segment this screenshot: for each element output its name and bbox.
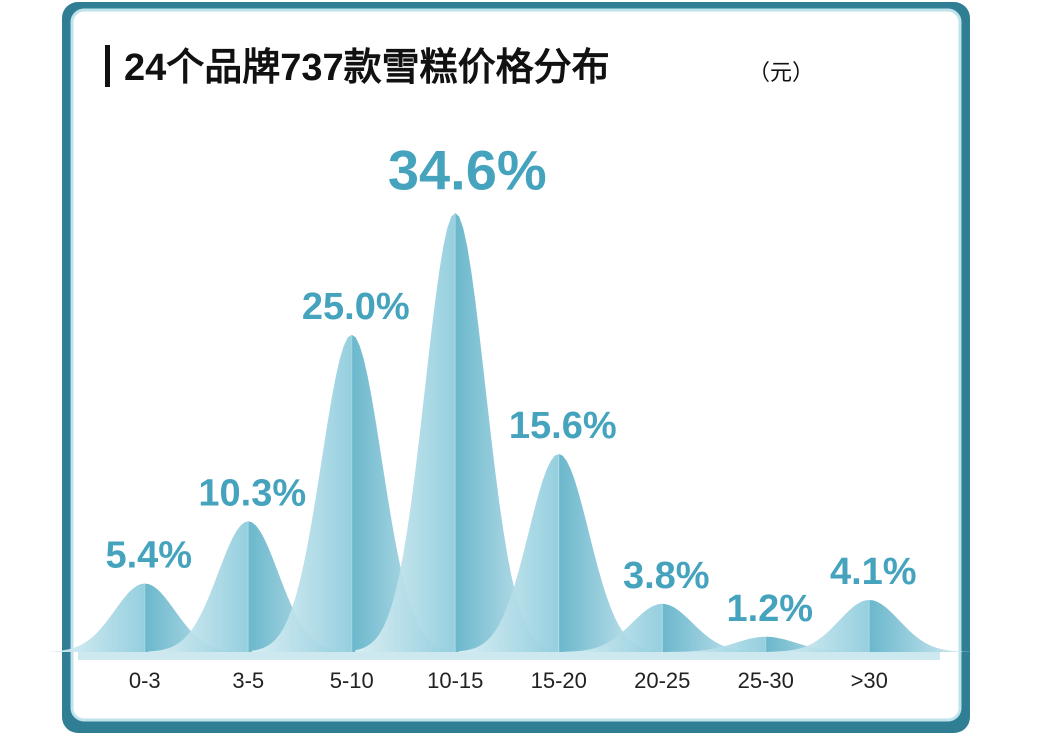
baseline — [78, 652, 940, 660]
value-label: 1.2% — [726, 588, 813, 630]
x-tick-label: 20-25 — [634, 668, 690, 693]
bell — [562, 603, 763, 652]
value-label: 4.1% — [830, 551, 917, 593]
x-tick-label: 10-15 — [427, 668, 483, 693]
x-tick-label: 3-5 — [232, 668, 264, 693]
bells — [44, 212, 970, 652]
value-label: 5.4% — [105, 535, 192, 577]
chart-subtitle: （元） — [748, 60, 814, 85]
bell — [458, 454, 659, 652]
chart-title: 24个品牌737款雪糕价格分布 — [124, 47, 610, 89]
bell — [355, 212, 556, 652]
x-tick-label: 0-3 — [129, 668, 161, 693]
value-label: 15.6% — [509, 405, 617, 447]
value-label: 25.0% — [302, 286, 410, 328]
x-tick-label: 15-20 — [531, 668, 587, 693]
title-bar — [105, 45, 110, 87]
x-tick-label: 5-10 — [330, 668, 374, 693]
x-tick-label: >30 — [851, 668, 888, 693]
value-label: 34.6% — [388, 139, 547, 202]
value-label: 3.8% — [623, 555, 710, 597]
value-label: 10.3% — [198, 472, 306, 514]
bell — [769, 599, 970, 652]
x-tick-label: 25-30 — [738, 668, 794, 693]
panel — [70, 8, 962, 722]
